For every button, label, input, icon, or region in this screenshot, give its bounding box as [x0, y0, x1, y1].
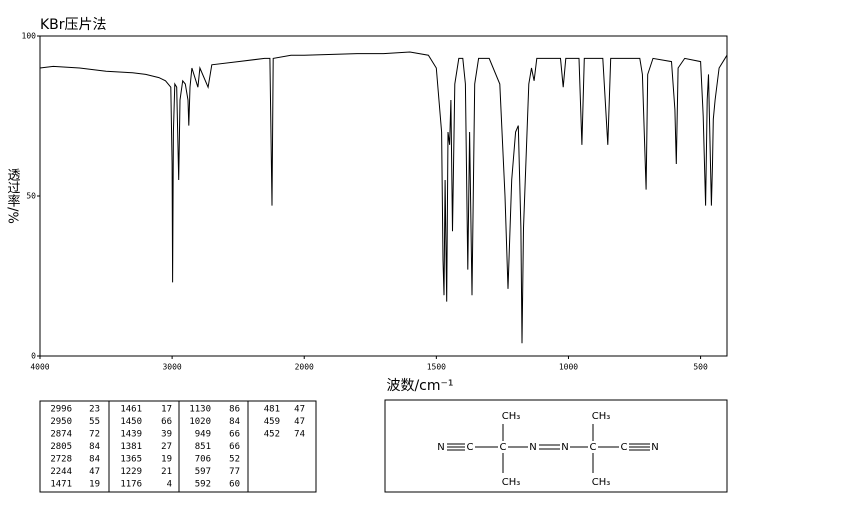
atom: C — [500, 442, 507, 453]
peak-wavenumber: 2996 — [50, 405, 72, 415]
y-tick-label: 0 — [31, 352, 36, 361]
x-tick-label: 4000 — [30, 363, 49, 372]
peak-transmittance: 19 — [161, 455, 172, 465]
peak-wavenumber: 2805 — [50, 442, 72, 452]
y-tick-label: 50 — [26, 192, 36, 201]
peak-wavenumber: 2950 — [50, 417, 72, 427]
methyl: CH₃ — [502, 477, 521, 488]
peak-transmittance: 66 — [229, 442, 240, 452]
peak-transmittance: 47 — [294, 405, 305, 415]
peak-transmittance: 39 — [161, 430, 172, 440]
peak-transmittance: 27 — [161, 442, 172, 452]
plot-frame — [39, 35, 728, 357]
atom: N — [529, 442, 536, 453]
y-axis-label: 透过率/% — [5, 168, 21, 224]
peak-transmittance: 66 — [229, 430, 240, 440]
x-tick-label: 3000 — [162, 363, 181, 372]
atom: C — [590, 442, 597, 453]
peak-transmittance: 52 — [229, 455, 240, 465]
peak-wavenumber: 1365 — [120, 455, 142, 465]
y-tick-label: 100 — [22, 32, 37, 41]
x-tick-label: 500 — [693, 363, 708, 372]
methyl: CH₃ — [502, 411, 521, 422]
atom: N — [437, 442, 444, 453]
peak-transmittance: 60 — [229, 480, 240, 490]
bonds — [447, 424, 650, 473]
peak-wavenumber: 1439 — [120, 430, 142, 440]
x-axis-label: 波数/cm⁻¹ — [386, 378, 453, 394]
atom: N — [651, 442, 658, 453]
peak-wavenumber: 1020 — [189, 417, 211, 427]
x-tick-label: 1000 — [559, 363, 578, 372]
methyl: CH₃ — [592, 477, 611, 488]
atom: C — [467, 442, 474, 453]
peak-wavenumber: 1471 — [50, 480, 72, 490]
peak-transmittance: 47 — [89, 467, 100, 477]
peak-transmittance: 77 — [229, 467, 240, 477]
atom: N — [561, 442, 568, 453]
peak-wavenumber: 1461 — [120, 405, 142, 415]
peak-transmittance: 66 — [161, 417, 172, 427]
peak-wavenumber: 2244 — [50, 467, 72, 477]
peak-transmittance: 19 — [89, 480, 100, 490]
peak-transmittance: 17 — [161, 405, 172, 415]
peak-transmittance: 84 — [89, 442, 100, 452]
peak-wavenumber: 1176 — [120, 480, 142, 490]
chart-title: KBr压片法 — [40, 17, 107, 33]
peak-wavenumber: 459 — [264, 417, 280, 427]
peak-wavenumber: 452 — [264, 430, 280, 440]
peak-wavenumber: 2728 — [50, 455, 72, 465]
x-tick-label: 1500 — [427, 363, 446, 372]
peak-wavenumber: 1130 — [189, 405, 211, 415]
peak-wavenumber: 592 — [195, 480, 211, 490]
peak-wavenumber: 706 — [195, 455, 211, 465]
peak-transmittance: 4 — [167, 480, 172, 490]
peak-table — [39, 400, 317, 493]
peak-transmittance: 21 — [161, 467, 172, 477]
peak-transmittance: 55 — [89, 417, 100, 427]
peak-wavenumber: 1229 — [120, 467, 142, 477]
peak-wavenumber: 2874 — [50, 430, 72, 440]
peak-wavenumber: 481 — [264, 405, 280, 415]
peak-wavenumber: 949 — [195, 430, 211, 440]
peak-transmittance: 84 — [89, 455, 100, 465]
structure-box — [384, 399, 728, 493]
methyl: CH₃ — [592, 411, 611, 422]
spectrum-line — [39, 51, 728, 344]
peak-transmittance: 23 — [89, 405, 100, 415]
peak-transmittance: 72 — [89, 430, 100, 440]
peak-wavenumber: 851 — [195, 442, 211, 452]
peak-transmittance: 84 — [229, 417, 240, 427]
x-tick-label: 2000 — [295, 363, 314, 372]
peak-transmittance: 47 — [294, 417, 305, 427]
peak-wavenumber: 1381 — [120, 442, 142, 452]
atom: C — [621, 442, 628, 453]
peak-wavenumber: 1450 — [120, 417, 142, 427]
peak-transmittance: 86 — [229, 405, 240, 415]
peak-wavenumber: 597 — [195, 467, 211, 477]
peak-transmittance: 74 — [294, 430, 305, 440]
